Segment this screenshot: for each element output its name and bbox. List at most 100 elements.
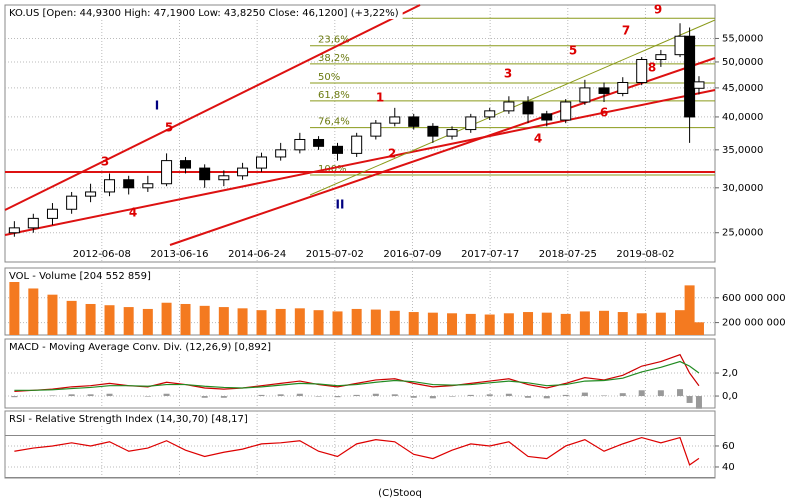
title-bg (7, 270, 155, 282)
candle-body (446, 129, 458, 137)
panel-title: MACD - Moving Average Conv. Div. (12,26,… (9, 342, 271, 353)
macd-line (14, 360, 700, 391)
fib-label: 61,8% (318, 90, 350, 101)
volume-bar (85, 303, 96, 335)
candle-body (560, 101, 572, 121)
volume-bar (503, 313, 514, 335)
candle-body (484, 110, 496, 118)
y-tick-label: 50,0000 (722, 57, 763, 68)
y-tick-label: 2,0 (722, 368, 738, 379)
volume-bar (427, 312, 438, 335)
volume-bar (256, 310, 267, 335)
volume-bar (675, 310, 686, 335)
candle-body (655, 54, 667, 60)
candle-body (579, 87, 591, 103)
candle-body (8, 227, 20, 234)
panel-title: RSI - Relative Strength Index (14,30,70)… (9, 414, 248, 425)
x-tick-label: 2015-07-02 (306, 249, 364, 260)
fib-label: 38,2% (318, 53, 350, 64)
histogram-bar (657, 390, 664, 397)
y-tick-label: 45,0000 (722, 83, 763, 94)
candle-body (465, 116, 477, 131)
title-bg (7, 7, 403, 19)
volume-bar (579, 311, 590, 335)
y-tick-label: 0,0 (722, 391, 738, 402)
wave-label: II (336, 198, 345, 212)
volume-bar (523, 312, 534, 335)
histogram-bar (638, 390, 645, 397)
y-tick-label: 30,0000 (722, 183, 763, 194)
volume-bar (655, 312, 666, 335)
wave-label: 1 (376, 91, 384, 105)
histogram-bar (49, 395, 56, 397)
candle-body (237, 167, 249, 177)
wave-label: 3 (504, 67, 512, 81)
title-bg (7, 413, 252, 425)
candle-body (313, 138, 325, 147)
x-tick-label: 2012-06-08 (73, 249, 131, 260)
y-tick-label: 200 000 000 (722, 318, 786, 329)
candle-body (408, 116, 420, 127)
volume-bar (313, 310, 324, 335)
candle-body (351, 135, 363, 154)
wave-label: 4 (534, 132, 542, 146)
y-tick-label: 25,0000 (722, 228, 763, 239)
candle-body (180, 160, 192, 169)
volume-bar (541, 312, 552, 335)
histogram-bar (144, 396, 151, 397)
histogram-bar (220, 396, 227, 398)
volume-bar (47, 294, 58, 335)
volume-bar (560, 313, 571, 335)
panel-frame (4, 4, 716, 263)
candle-body (674, 35, 686, 56)
histogram-bar (467, 394, 474, 397)
y-tick-label: 35,0000 (722, 145, 763, 156)
histogram-bar (391, 394, 398, 397)
histogram-bar (11, 396, 18, 398)
trend-line (4, 89, 716, 236)
candle-body (617, 81, 629, 94)
histogram-bar (258, 394, 265, 397)
x-tick-label: 2013-06-16 (150, 249, 208, 260)
wave-label: 9 (654, 3, 662, 17)
x-tick-label: 2014-06-24 (228, 249, 286, 260)
panel-title: VOL - Volume [204 552 859] (9, 271, 151, 282)
wave-label: 8 (648, 61, 656, 75)
candle-body (332, 145, 344, 154)
candle-body (27, 217, 39, 229)
volume-bar (237, 308, 248, 335)
wave-label: 5 (165, 121, 173, 135)
footer: (C)Stooq (378, 488, 422, 499)
histogram-bar (525, 396, 532, 398)
histogram-bar (68, 394, 75, 397)
x-tick-label: 2018-07-25 (539, 249, 597, 260)
volume-bar (104, 305, 115, 335)
wave-label: 7 (622, 24, 630, 38)
volume-bar (617, 312, 628, 335)
candle-body (427, 125, 439, 137)
candle-body (389, 116, 401, 124)
wave-label: I (155, 99, 159, 113)
histogram-bar (372, 393, 379, 397)
volume-bar (599, 310, 610, 335)
histogram-bar (695, 396, 702, 409)
volume-bar (484, 314, 495, 335)
volume-bar (351, 308, 362, 335)
wave-label: 3 (101, 155, 109, 169)
candle-body (370, 122, 382, 137)
volume-bar (332, 311, 343, 335)
candle-body (522, 101, 534, 115)
histogram-bar (686, 396, 693, 403)
volume-bar (447, 313, 458, 335)
volume-bar (180, 303, 191, 335)
volume-bar (28, 288, 39, 335)
histogram-bar (296, 393, 303, 397)
histogram-bar (163, 393, 170, 397)
candle-body (275, 149, 287, 158)
volume-bar (199, 305, 210, 335)
histogram-bar (87, 394, 94, 397)
histogram-bar (601, 395, 608, 397)
volume-bar (693, 322, 704, 335)
candle-body (123, 179, 135, 189)
wave-label: 2 (388, 147, 396, 161)
